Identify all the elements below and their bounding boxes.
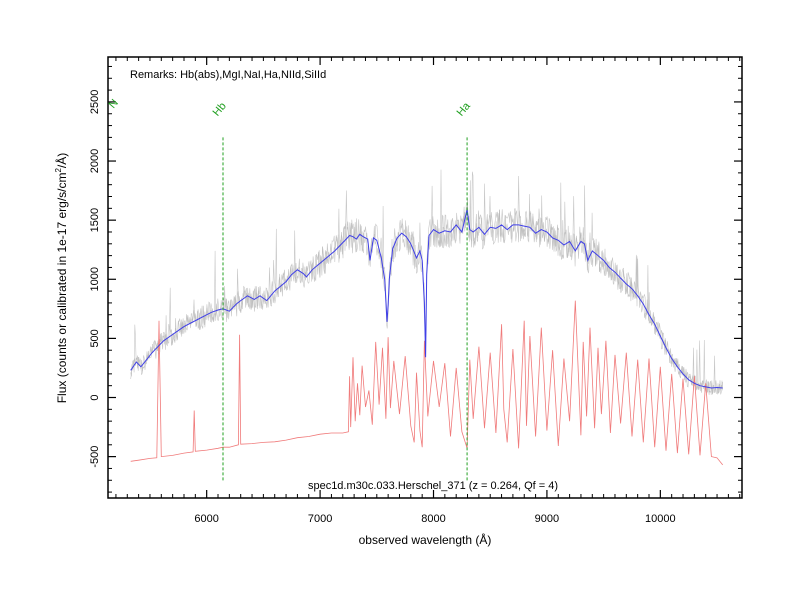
y-axis-title: Flux (counts or calibrated in 1e-17 erg/… (54, 153, 69, 404)
y-tick-label: 1000 (89, 267, 101, 291)
remarks-text: Remarks: Hb(abs),MgI,NaI,Ha,NIId,SiIId (130, 69, 326, 81)
spectrum-id-text: spec1d.m30c.033.Herschel_371 (z = 0.264,… (308, 480, 558, 492)
smoothed-flux-layer (130, 209, 723, 389)
y-tick-label: 0 (89, 394, 101, 400)
axis-ticks: 6000 7000 8000 9000 10000 -500 0 500 1000 1500 200… (89, 57, 742, 525)
x-tick-label: 8000 (421, 513, 445, 525)
x-tick-label: 9000 (535, 513, 559, 525)
x-tick-label: 10000 (645, 513, 676, 525)
x-tick-label: 7000 (308, 513, 332, 525)
x-tick-label: 6000 (194, 513, 218, 525)
y-tick-label: 1500 (89, 208, 101, 232)
x-axis-title: observed wavelength (Å) (359, 532, 492, 547)
y-tick-label: -500 (89, 446, 101, 468)
line-label-hb: Hb (211, 100, 229, 118)
y-axis-title-end: /Å) (54, 153, 69, 168)
y-axis-title-main: Flux (counts or calibrated in 1e-17 erg/… (55, 173, 69, 404)
plot-frame (107, 56, 743, 499)
y-tick-label: 2000 (89, 149, 101, 173)
y-tick-label: 500 (89, 329, 101, 347)
line-label-ha: Ha (455, 100, 474, 119)
y-axis-title-sup: 2 (54, 168, 63, 173)
y-tick-label: 2500 (89, 90, 101, 114)
error-spectrum-layer (130, 300, 724, 466)
error-spectrum-line (130, 300, 724, 466)
smoothed-flux-line (130, 209, 723, 389)
